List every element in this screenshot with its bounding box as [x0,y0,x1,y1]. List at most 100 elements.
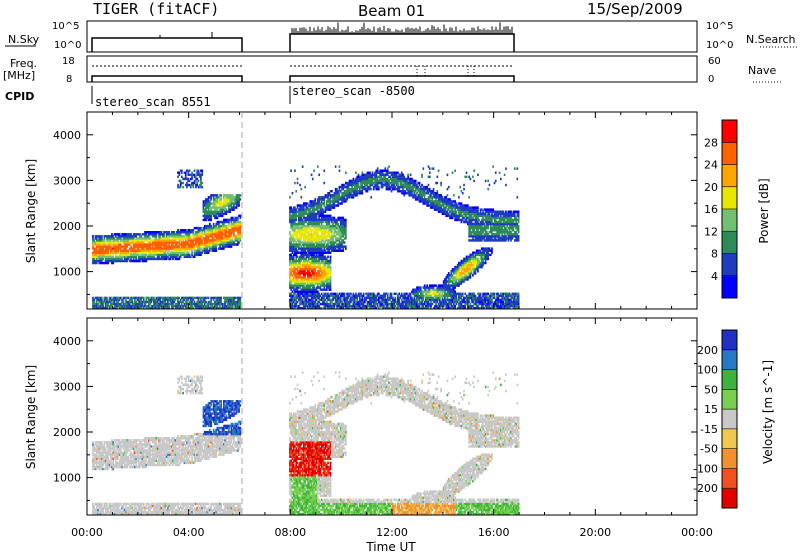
power-cell [233,224,235,228]
power-cell [191,175,193,179]
power-cell [216,237,219,240]
nsky-spikes [159,22,513,38]
power-cell [169,253,172,257]
power-cell [145,235,148,238]
power-cell [136,233,139,236]
power-cell [95,257,98,261]
power-cell [226,202,229,205]
power-cell [198,245,201,248]
power-cell [234,216,237,220]
power-cell [296,233,299,236]
power-cell [189,231,192,234]
power-cell [191,241,193,244]
power-cell [160,251,163,254]
power-cell [137,233,140,236]
power-cell [108,255,111,259]
power-cell [130,241,132,244]
power-cell [94,304,97,308]
power-cell [106,239,108,242]
power-cell [130,298,132,302]
power-cell [233,243,235,246]
power-cell [164,249,167,252]
power-cell [104,304,107,308]
power-cell [159,231,162,234]
power-cell [163,237,165,240]
power-cell [153,243,155,246]
power-cell [176,251,178,254]
power-cell [219,300,221,304]
power-cell [141,304,144,308]
power-cell [183,249,186,252]
power-cell [142,306,145,310]
power-cell [198,302,201,306]
power-cell [205,216,207,220]
power-cell [118,298,121,302]
power-cell [121,255,123,259]
power-cell [140,243,143,246]
power-cell [127,233,130,236]
power-cell [120,306,122,310]
power-cell [183,171,186,174]
power-cell [196,171,198,174]
power-cell [207,231,210,234]
power-cell [112,239,115,242]
power-cell [296,255,299,259]
power-cell [141,257,144,261]
power-cell [202,233,205,236]
power-cell [234,235,237,238]
power-cell [153,249,155,252]
power-cell [162,251,164,254]
power-cell [101,298,103,302]
power-cell [123,245,126,248]
power-cell [220,198,223,201]
power-cell [221,224,224,228]
power-cell [228,304,230,308]
power-cell [225,210,228,213]
power-cell [117,304,120,308]
power-cell [228,210,230,213]
power-cell [144,302,146,306]
power-cell [223,247,225,250]
power-cell [155,233,158,236]
power-cell [209,222,211,226]
power-cell [106,249,108,252]
power-cell [201,296,204,300]
power-cell [210,239,212,242]
power-cell [92,302,94,306]
power-cell [142,249,145,252]
power-cell [159,298,162,302]
power-cell [121,239,123,242]
power-cell [165,237,168,240]
power-cell [158,233,160,236]
power-cell [197,233,200,236]
power-cell [296,181,299,185]
power-cell [201,185,204,189]
power-cell [164,304,167,308]
power-cell [140,249,143,252]
power-cell [95,304,98,308]
power-cell [207,233,210,236]
power-cell [127,241,130,244]
power-cell [229,198,231,201]
power-cell [217,233,220,236]
power-cell [210,206,212,209]
power-cell [178,255,181,259]
power-cell [140,253,143,257]
power-cell [142,233,145,236]
power-cell [221,206,224,209]
power-cell [329,268,332,271]
power-cell [177,241,179,244]
power-cell [139,302,141,306]
power-cell [187,171,190,174]
power-cell [160,239,163,242]
power-cell [167,247,169,250]
power-cell [103,249,106,252]
power-cell [92,255,94,259]
power-cell [195,304,197,308]
power-cell [94,235,97,238]
power-cell [94,255,97,259]
power-cell [128,298,131,302]
power-cell [203,302,206,306]
power-cell [205,245,207,248]
power-cell [98,298,101,302]
